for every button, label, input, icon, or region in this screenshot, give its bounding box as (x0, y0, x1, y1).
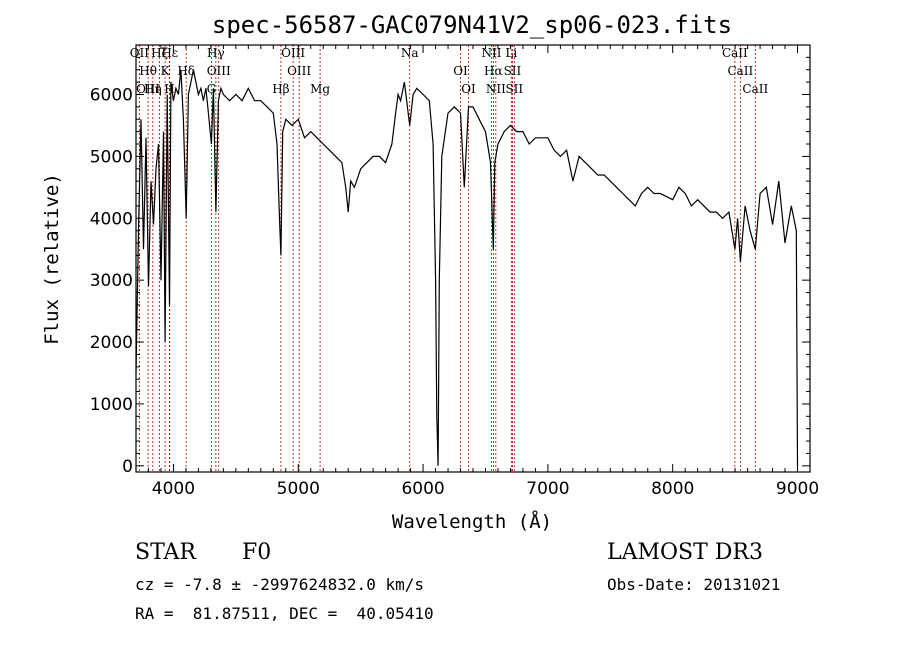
spectral-line-label: OIII (281, 46, 305, 60)
x-tick-label: 5000 (277, 479, 320, 499)
y-tick-label: 3000 (90, 271, 133, 291)
coordinates-readout: RA = 81.87511, DEC = 40.05410 (135, 604, 434, 623)
spectral-line-label: SII (505, 82, 523, 96)
y-tick-label: 6000 (90, 86, 133, 106)
spectral-line-label: G (207, 82, 217, 96)
x-tick-label: 4000 (152, 479, 195, 499)
spectral-line-label: Hβ (272, 82, 289, 96)
observation-date: Obs-Date: 20131021 (607, 575, 781, 594)
object-subclass: F0 (242, 540, 272, 565)
spectral-line-label: Hη (144, 82, 162, 96)
spectral-line-label: OIII (287, 64, 311, 78)
spectral-line-label: H (164, 82, 174, 96)
spectral-line-label: Hε (161, 46, 178, 60)
spectrum-series-line (135, 69, 799, 466)
spectral-line-label: NII (481, 46, 501, 60)
redshift-readout: cz = -7.8 ± -2997624832.0 km/s (135, 575, 424, 594)
y-axis-label: Flux (relative) (41, 173, 63, 345)
y-tick-label: 4000 (90, 209, 133, 229)
spectral-line-label: Na (401, 46, 419, 60)
spectral-line-label: K (161, 64, 171, 78)
plot-frame (135, 44, 811, 473)
x-tick-label: 6000 (401, 479, 444, 499)
x-tick-label: 7000 (526, 479, 569, 499)
x-tick-label: 9000 (776, 479, 819, 499)
y-axis-ticks: 0 1000 2000 3000 4000 5000 6000 (90, 44, 810, 477)
spectral-line-label: Hθ (139, 64, 157, 78)
spectral-line-label: CaII (722, 46, 748, 60)
spectral-line-label: OI (453, 64, 468, 78)
spectral-line-label: Hδ (177, 64, 195, 78)
spectral-line-label: Hα (484, 64, 503, 78)
chart-title: spec-56587-GAC079N41V2_sp06-023.fits (212, 11, 732, 39)
spectral-line-label: Li (505, 46, 517, 60)
spectral-line-label: CaII (742, 82, 768, 96)
spectral-line-label: OII (130, 46, 150, 60)
spectral-line-labels: OIIHθOIIIHηHζKHHεHδGHγOIIIHβOIIIOIIIMgNa… (130, 46, 769, 96)
spectral-line-label: OIII (136, 82, 160, 96)
spectral-line-markers (138, 45, 756, 472)
x-axis-label: Wavelength (Å) (392, 510, 552, 533)
spectral-line-label: CaII (727, 64, 753, 78)
x-axis-ticks: 4000 5000 6000 7000 8000 9000 (135, 45, 819, 499)
spectral-line-label: SII (504, 64, 522, 78)
y-tick-label: 2000 (90, 333, 133, 353)
spectral-line-label: Hγ (207, 46, 225, 60)
survey-name: LAMOST DR3 (607, 540, 763, 565)
spectral-line-label: OIII (207, 64, 231, 78)
spectral-line-label: Hζ (151, 46, 168, 60)
object-class: STAR (135, 540, 196, 565)
y-tick-label: 0 (122, 457, 133, 477)
spectral-line-label: Mg (310, 82, 330, 96)
spectral-line-label: NII (486, 82, 506, 96)
x-tick-label: 8000 (651, 479, 694, 499)
spectral-line-label: OI (461, 82, 476, 96)
y-tick-label: 1000 (90, 395, 133, 415)
y-tick-label: 5000 (90, 147, 133, 167)
